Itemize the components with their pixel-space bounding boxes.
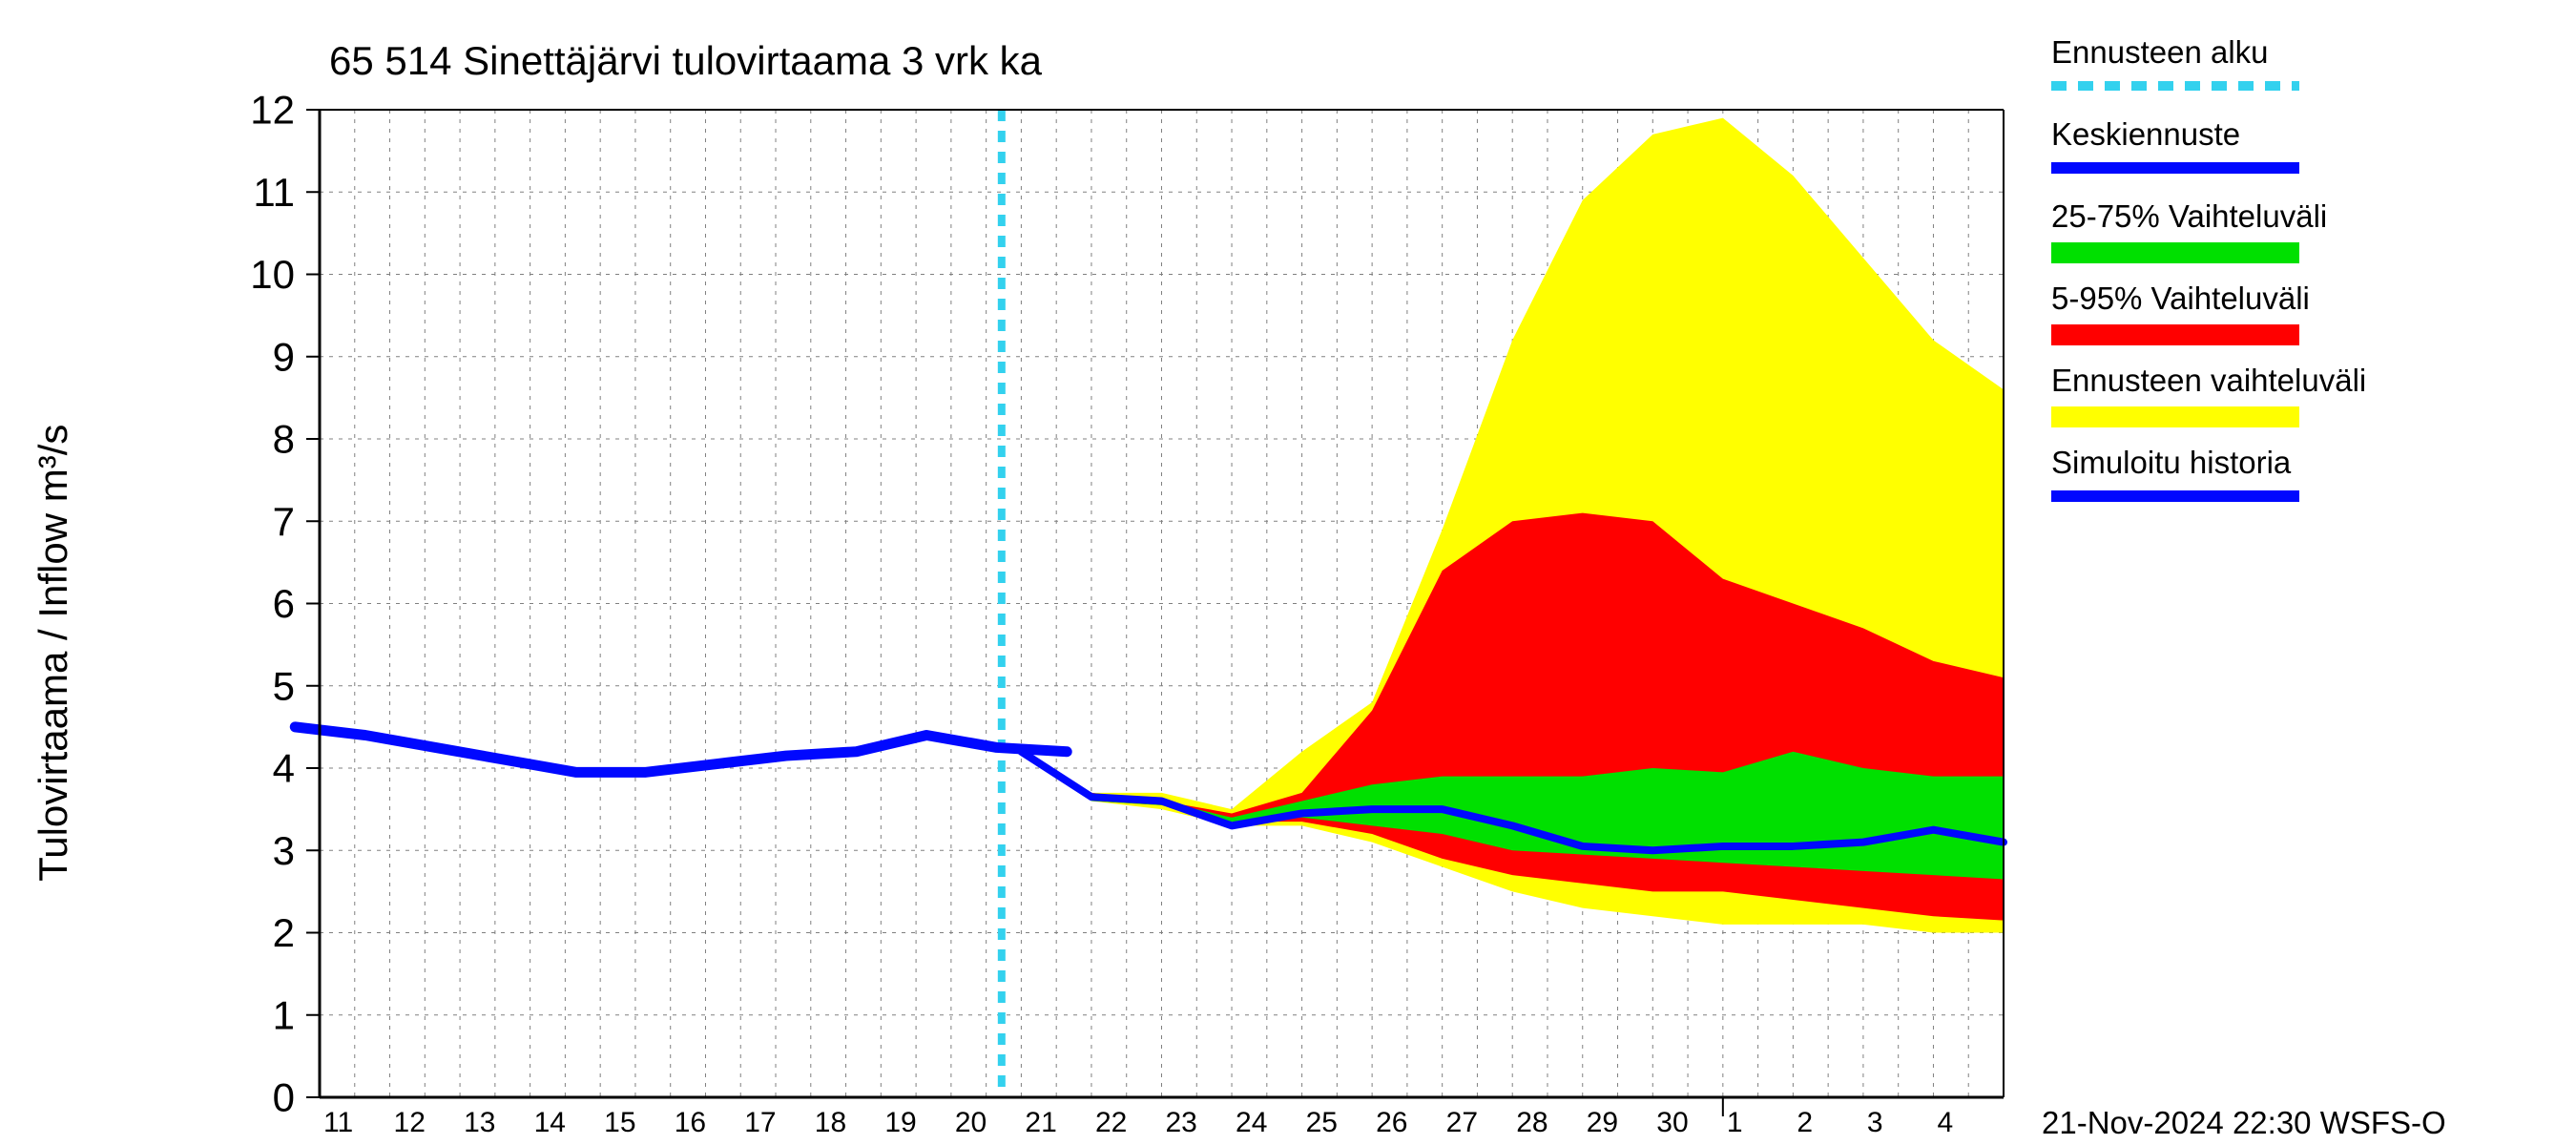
x-tick-label: 13 <box>464 1107 495 1138</box>
y-tick-label: 3 <box>273 828 295 873</box>
x-tick-label: 1 <box>1727 1107 1743 1138</box>
x-tick-label: 19 <box>884 1107 916 1138</box>
legend-label: Ennusteen alku <box>2051 34 2269 70</box>
legend-swatch <box>2051 406 2299 427</box>
y-tick-label: 8 <box>273 417 295 462</box>
x-tick-label: 28 <box>1516 1107 1548 1138</box>
y-tick-label: 11 <box>253 170 295 215</box>
legend-swatch <box>2051 242 2299 263</box>
y-tick-label: 2 <box>273 910 295 955</box>
x-tick-label: 29 <box>1587 1107 1618 1138</box>
legend-label: Keskiennuste <box>2051 116 2240 152</box>
y-tick-label: 1 <box>273 992 295 1037</box>
y-tick-label: 9 <box>273 334 295 379</box>
legend-swatch <box>2051 324 2299 345</box>
x-tick-label: 26 <box>1376 1107 1407 1138</box>
legend-label: Ennusteen vaihteluväli <box>2051 363 2366 398</box>
x-tick-label: 16 <box>675 1107 706 1138</box>
x-tick-label: 2 <box>1797 1107 1813 1138</box>
x-tick-label: 20 <box>955 1107 987 1138</box>
x-tick-label: 18 <box>815 1107 846 1138</box>
inflow-forecast-chart: 0123456789101112111213141516171819202122… <box>0 0 2576 1145</box>
x-tick-label: 21 <box>1025 1107 1056 1138</box>
y-tick-label: 0 <box>273 1075 295 1120</box>
x-tick-label: 24 <box>1236 1107 1267 1138</box>
x-tick-label: 4 <box>1937 1107 1953 1138</box>
chart-container: 0123456789101112111213141516171819202122… <box>0 0 2576 1145</box>
x-tick-label: 27 <box>1446 1107 1478 1138</box>
y-tick-label: 10 <box>250 252 295 297</box>
x-tick-label: 17 <box>744 1107 776 1138</box>
x-tick-label: 3 <box>1867 1107 1883 1138</box>
x-tick-label: 30 <box>1656 1107 1688 1138</box>
x-tick-label: 15 <box>604 1107 635 1138</box>
y-tick-label: 6 <box>273 581 295 626</box>
y-axis-label: Tulovirtaama / Inflow m³/s <box>31 425 75 882</box>
x-tick-label: 11 <box>323 1107 353 1138</box>
x-tick-label: 14 <box>534 1107 566 1138</box>
y-tick-label: 5 <box>273 663 295 708</box>
legend-label: 25-75% Vaihteluväli <box>2051 198 2327 234</box>
render-timestamp: 21-Nov-2024 22:30 WSFS-O <box>2042 1105 2446 1140</box>
x-tick-label: 22 <box>1095 1107 1127 1138</box>
chart-title: 65 514 Sinettäjärvi tulovirtaama 3 vrk k… <box>329 38 1043 83</box>
y-tick-label: 4 <box>273 746 295 791</box>
legend-label: 5-95% Vaihteluväli <box>2051 281 2310 316</box>
x-tick-label: 23 <box>1166 1107 1197 1138</box>
x-tick-label: 25 <box>1306 1107 1338 1138</box>
y-tick-label: 7 <box>273 499 295 544</box>
x-tick-label: 12 <box>394 1107 426 1138</box>
y-tick-label: 12 <box>250 88 295 133</box>
legend-label: Simuloitu historia <box>2051 445 2292 480</box>
